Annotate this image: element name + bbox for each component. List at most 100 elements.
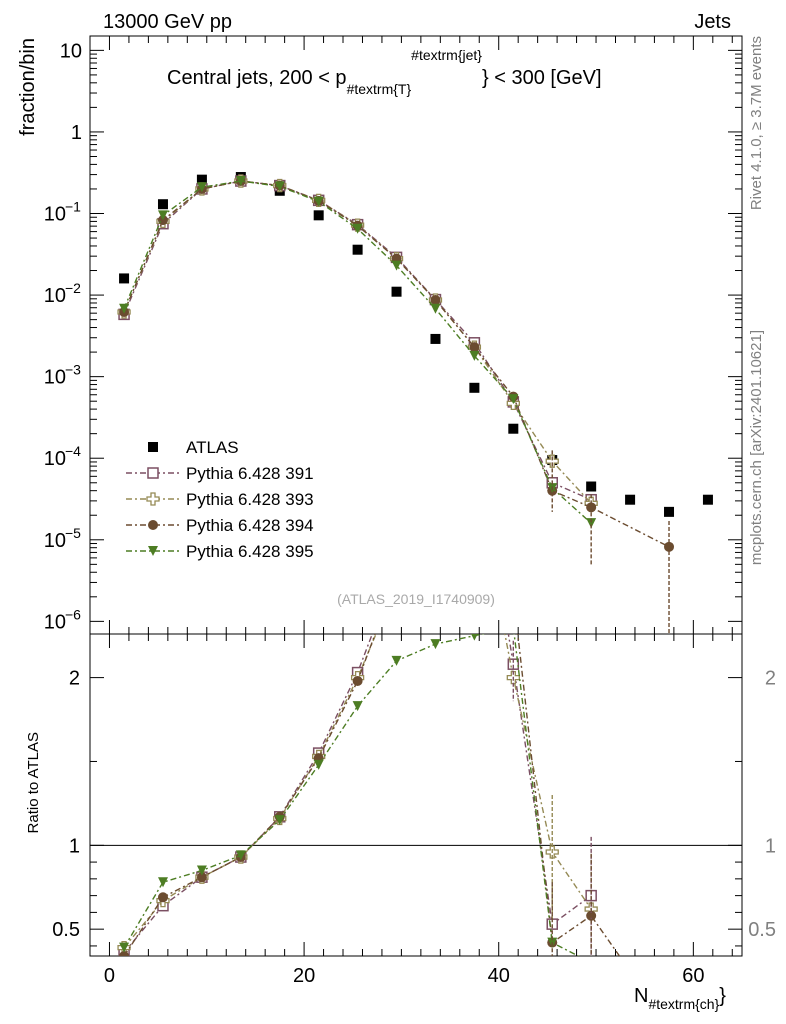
ratio-point <box>274 815 285 826</box>
x-label-tail: } <box>719 985 726 1007</box>
ratio-y-tick-label: 2 <box>69 668 80 690</box>
source-info: mcplots.cern.ch [arXiv:2401.10621] <box>748 330 765 565</box>
ratio-y-tick-label-right: 0.5 <box>748 919 776 941</box>
data-point <box>119 273 130 284</box>
legend-marker <box>148 546 158 556</box>
y-tick-label: 10−5 <box>44 525 81 552</box>
legend-label: Pythia 6.428 394 <box>186 516 314 535</box>
data-point <box>508 394 519 405</box>
data-point <box>196 174 207 185</box>
data-point <box>196 182 207 193</box>
ratio-point <box>235 850 246 861</box>
ratio-point <box>157 892 168 903</box>
x-tick-label: 20 <box>293 965 315 987</box>
data-point <box>430 333 441 344</box>
data-point <box>313 210 324 221</box>
data-point <box>235 176 246 187</box>
data-point <box>430 303 441 314</box>
category-label: Jets <box>694 11 731 33</box>
ratio-series <box>117 634 621 956</box>
y-tick-label: 10−4 <box>44 443 81 470</box>
legend-marker <box>148 442 158 452</box>
ratio-point <box>391 655 402 666</box>
data-point <box>469 382 480 393</box>
y-tick-label: 10−3 <box>44 362 81 389</box>
ratio-point <box>196 872 207 883</box>
ratio-y-tick-label: 0.5 <box>52 919 80 941</box>
y-tick-label: 1 <box>71 122 82 144</box>
data-point <box>430 295 441 306</box>
data-point <box>157 210 168 221</box>
ratio-series-2 <box>119 634 621 956</box>
data-point <box>625 494 636 505</box>
data-point <box>586 518 597 529</box>
legend-label: Pythia 6.428 393 <box>186 490 314 509</box>
title-pre: Central jets, 200 < p <box>167 67 347 89</box>
legend-item: Pythia 6.428 393 <box>126 490 314 509</box>
ratio-point <box>352 701 363 712</box>
x-tick-label: 60 <box>682 965 704 987</box>
data-point <box>508 423 519 434</box>
data-point <box>664 506 675 517</box>
title-post: } < 300 [GeV] <box>482 67 602 89</box>
ratio-point <box>471 634 478 641</box>
data-point <box>157 199 168 210</box>
data-point <box>352 223 363 234</box>
ratio-line <box>123 634 621 956</box>
main-y-label: fraction/bin <box>17 38 39 136</box>
data-point <box>119 303 130 314</box>
y-tick-label: 10−1 <box>44 199 81 226</box>
legend-item: ATLAS <box>148 438 239 457</box>
x-label-sub: #textrm{ch} <box>648 996 719 1012</box>
main-ticks: 10 1 10−1 10−2 10−3 10−4 10−5 10−6 <box>44 36 742 956</box>
legend-marker <box>148 520 158 530</box>
y-tick-label: 10−2 <box>44 280 81 307</box>
data-point <box>469 350 480 361</box>
legend-item: Pythia 6.428 395 <box>126 542 314 561</box>
data-point <box>352 244 363 255</box>
ratio-line <box>123 634 592 949</box>
data-point <box>545 454 559 468</box>
main-title: Central jets, 200 < p#textrm{T} #textrm{j… <box>167 47 602 97</box>
data-point <box>391 260 402 271</box>
ratio-plot-frame <box>89 633 743 957</box>
legend-label: Pythia 6.428 391 <box>186 464 314 483</box>
y-tick-label: 10−6 <box>44 606 81 633</box>
title-sub: #textrm{T} <box>347 81 412 97</box>
y-tick-label: 10 <box>60 40 82 62</box>
legend-label: ATLAS <box>186 438 239 457</box>
legend-item: Pythia 6.428 391 <box>126 464 314 483</box>
ratio-point <box>352 675 363 686</box>
data-point <box>313 196 324 207</box>
ratio-point <box>157 877 168 888</box>
analysis-watermark: (ATLAS_2019_I1740909) <box>337 591 495 607</box>
main-series <box>117 172 713 634</box>
legend-item: Pythia 6.428 394 <box>126 516 314 535</box>
title-sup: #textrm{jet} <box>411 47 482 63</box>
ratio-y-tick-label-right: 2 <box>765 668 776 690</box>
data-point <box>391 286 402 297</box>
ratio-point <box>119 951 130 956</box>
ratio-ticks: 0 20 40 60 0.5 0.5 1 1 2 2 <box>52 668 776 987</box>
legend-marker <box>146 492 160 506</box>
ratio-y-tick-label-right: 1 <box>765 835 776 857</box>
legend: ATLAS Pythia 6.428 391 Pythia 6.428 393 Pyt… <box>126 438 314 561</box>
legend-label: Pythia 6.428 395 <box>186 542 314 561</box>
x-axis-label: N#textrm{ch}} <box>634 985 726 1012</box>
x-tick-label: 0 <box>104 965 115 987</box>
legend-marker <box>147 467 159 479</box>
ratio-point <box>119 942 130 953</box>
rivet-info: Rivet 4.1.0, ≥ 3.7M events <box>748 36 765 210</box>
ratio-series-3 <box>119 634 580 956</box>
data-point <box>469 342 480 353</box>
ratio-y-label: Ratio to ATLAS <box>25 732 42 833</box>
main-error-bars <box>551 450 670 634</box>
data-point <box>274 181 285 192</box>
ratio-y-tick-label: 1 <box>69 835 80 857</box>
ratio-error-bars <box>512 640 592 956</box>
x-label-main: N <box>634 985 648 1007</box>
ratio-point <box>313 759 324 770</box>
data-point <box>586 481 597 492</box>
ratio-line <box>123 634 592 954</box>
